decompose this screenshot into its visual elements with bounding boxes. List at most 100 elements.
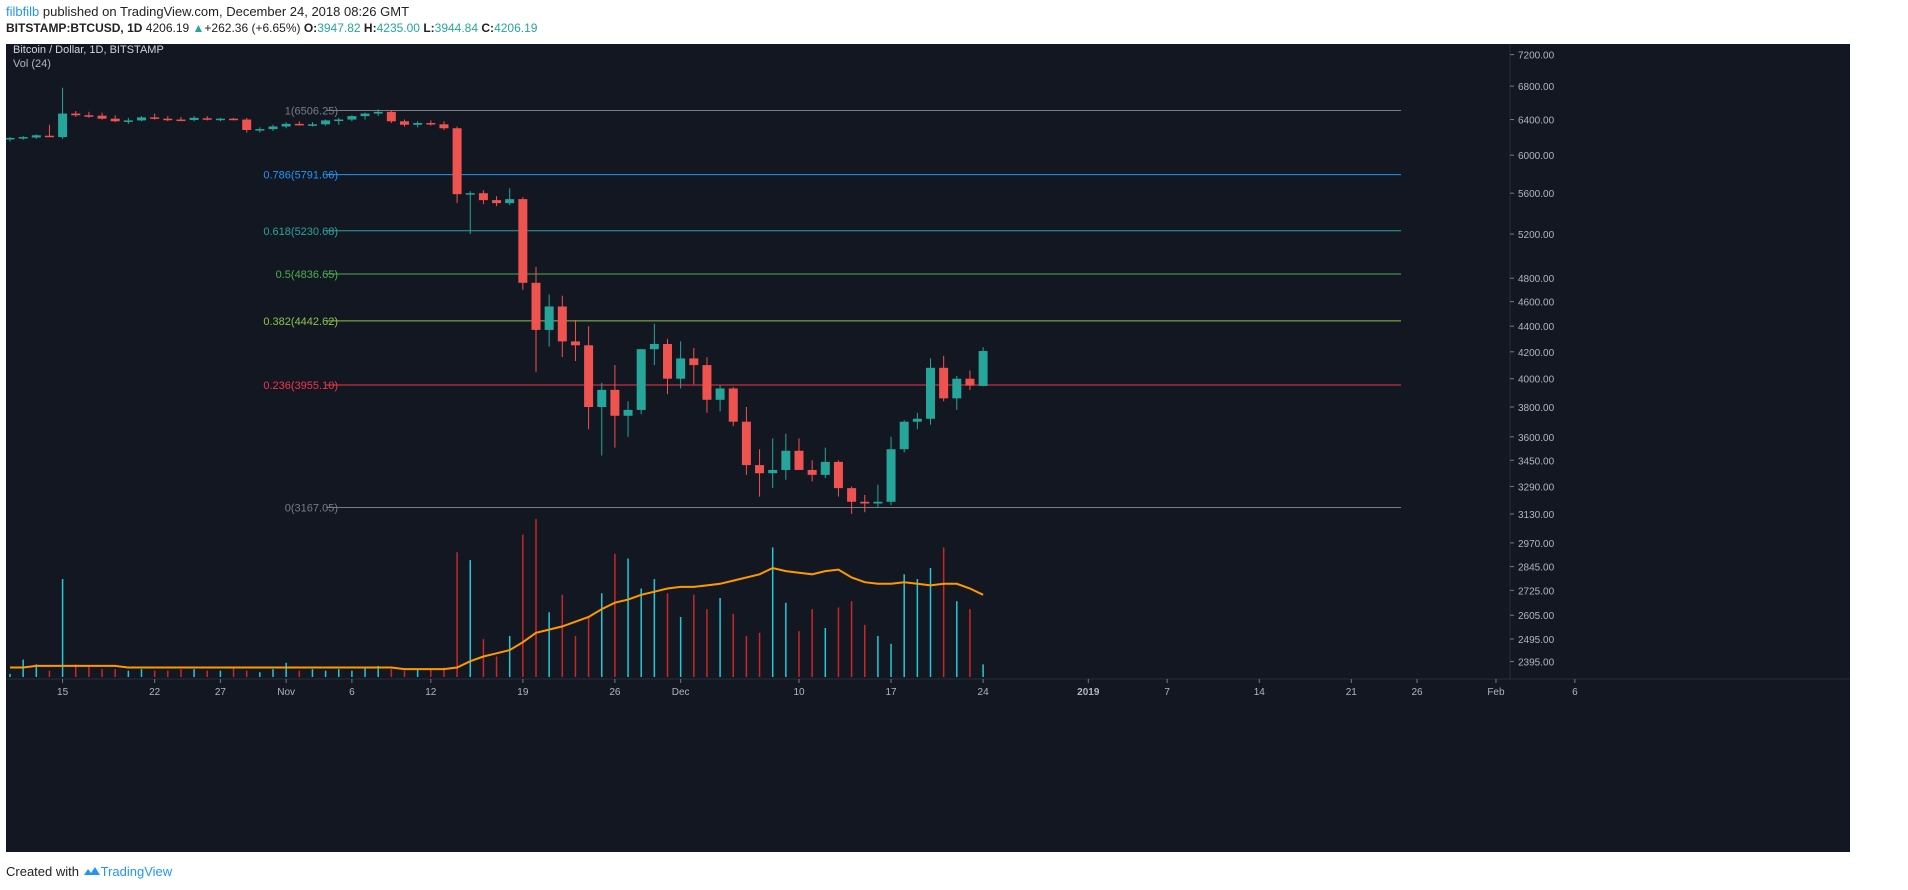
volume-bar — [719, 598, 721, 677]
x-tick-label: Dec — [672, 687, 690, 698]
volume-bar — [285, 662, 287, 677]
volume-bar — [850, 601, 853, 677]
volume-bar — [864, 624, 866, 677]
x-tick-label: 10 — [793, 687, 805, 698]
volume-bar — [587, 616, 590, 677]
volume-bar — [167, 670, 169, 677]
volume-bar — [811, 609, 813, 677]
volume-bar — [561, 594, 564, 677]
x-tick-label: 24 — [978, 687, 990, 698]
y-tick-label: 5600.00 — [1518, 189, 1555, 200]
volume-bar — [75, 664, 77, 677]
volume-bar — [298, 670, 301, 677]
y-tick-label: 2605.00 — [1518, 611, 1555, 622]
volume-bar — [903, 574, 905, 677]
created-with-label: Created with — [6, 864, 79, 879]
candle-body — [110, 118, 120, 122]
candle-body — [150, 117, 160, 119]
y-tick-label: 6800.00 — [1518, 82, 1555, 93]
volume-bar — [679, 616, 682, 677]
candle-body — [741, 421, 751, 466]
candle-body — [294, 123, 304, 126]
candle-body — [84, 115, 94, 117]
volume-bar — [771, 547, 774, 677]
fib-level-label: 0.786(5791.66) — [263, 170, 338, 182]
candle-body — [926, 367, 935, 419]
candle-body — [689, 358, 699, 366]
y-tick-label: 3290.00 — [1518, 482, 1555, 493]
y-tick-label: 2845.00 — [1518, 563, 1555, 574]
volume-bar — [272, 669, 274, 677]
candle-body — [307, 124, 317, 126]
candle-body — [623, 409, 633, 416]
volume-bar — [101, 669, 103, 677]
chart-container[interactable]: 7200.00 6800.00 6400.00 6000.00 5600.00 5200.… — [5, 44, 1850, 852]
volume-bar — [219, 670, 222, 677]
x-tick-label: 22 — [149, 687, 161, 698]
candle-body — [44, 135, 54, 138]
high-label: H: — [363, 21, 377, 35]
y-tick-label: 3600.00 — [1518, 433, 1555, 444]
author-link[interactable]: filbfilb — [6, 4, 40, 19]
tradingview-logo-icon[interactable] — [83, 864, 101, 879]
candle-body — [978, 351, 988, 386]
candle-body — [952, 378, 962, 399]
symbol-label: BITSTAMP:BTCUSD, 1D — [6, 21, 143, 35]
volume-bar — [627, 558, 629, 677]
candle-body — [820, 461, 830, 475]
x-tick-label: 7 — [1164, 687, 1170, 698]
volume-bar — [430, 669, 432, 677]
volume-bar — [206, 670, 208, 677]
volume-bar — [9, 673, 11, 677]
volume-bar — [758, 632, 761, 677]
candle-body — [334, 119, 344, 122]
y-tick-label: 5200.00 — [1518, 230, 1555, 241]
volume-bar — [180, 669, 182, 677]
candle-body — [676, 358, 686, 379]
volume-bar — [232, 667, 235, 677]
x-tick-label: 14 — [1254, 687, 1266, 698]
volume-bar — [48, 670, 51, 677]
open-label: O: — [303, 21, 318, 35]
candle-body — [281, 123, 291, 127]
candle-body — [899, 421, 909, 450]
footer: Created with TradingView — [6, 864, 172, 879]
candle-body — [965, 378, 975, 386]
candle-body — [229, 118, 239, 121]
volume-bar — [259, 672, 261, 677]
volume-bar — [706, 609, 708, 677]
volume-bar — [942, 547, 945, 677]
candle-body — [321, 120, 331, 125]
candle-body — [439, 124, 449, 129]
candle-body — [373, 111, 383, 114]
candle-body — [939, 367, 949, 399]
candle-body — [807, 469, 817, 475]
price-axis-area — [1510, 44, 1850, 679]
candle-body — [860, 501, 870, 504]
y-tick-label: 4800.00 — [1518, 274, 1555, 285]
y-tick-label: 4200.00 — [1518, 348, 1555, 359]
volume-ma-line — [10, 566, 984, 671]
published-text: published on TradingView.com, December 2… — [42, 4, 410, 19]
volume-bar — [574, 635, 577, 677]
candle-body — [663, 343, 672, 379]
x-tick-label: Feb — [1487, 687, 1505, 698]
candle-body — [18, 137, 28, 139]
volume-legend: Vol (24) — [13, 58, 51, 70]
candle-body — [833, 461, 843, 489]
plot-area — [6, 44, 1510, 679]
volume-bar — [403, 670, 406, 677]
chart-title: Bitcoin / Dollar, 1D, BITSTAMP — [13, 44, 164, 56]
candle-body — [97, 115, 107, 119]
low-value: 3944.84 — [434, 21, 479, 35]
candle-body — [426, 123, 436, 125]
candle-body — [5, 137, 15, 140]
volume-bar — [416, 669, 419, 677]
x-tick-label: 27 — [215, 687, 227, 698]
y-tick-label: 4000.00 — [1518, 375, 1555, 386]
price-chart[interactable]: 7200.00 6800.00 6400.00 6000.00 5600.00 5200.… — [5, 44, 1850, 852]
price-change: +262.36 (+6.65%) — [204, 21, 301, 35]
tradingview-link[interactable]: TradingView — [100, 864, 173, 879]
volume-bar — [127, 670, 130, 677]
volume-bar — [653, 579, 656, 677]
